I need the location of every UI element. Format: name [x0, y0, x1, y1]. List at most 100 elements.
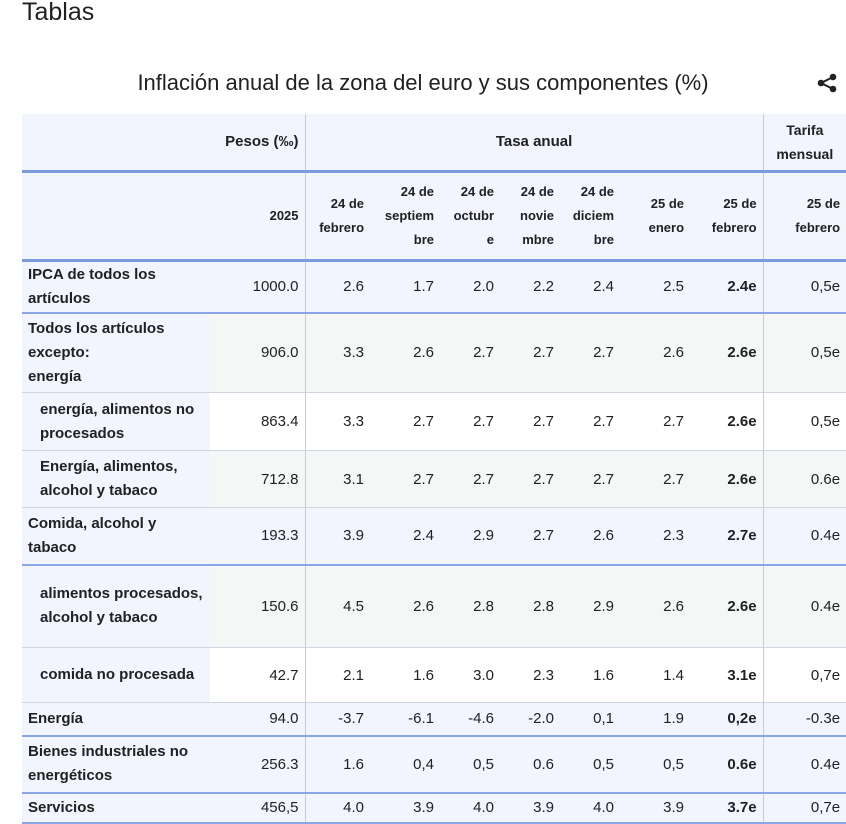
table-title: Inflación anual de la zona del euro y su…	[137, 70, 709, 95]
value-cell: 0,7e	[762, 792, 846, 823]
pesos-header: Pesos (‰)	[22, 114, 306, 172]
section-heading: Tablas	[22, 0, 95, 26]
value-cell: 2.7	[370, 392, 441, 451]
value-cell: 1000.0	[210, 260, 306, 313]
value-cell: 0,5e	[762, 312, 846, 393]
value-cell: 863.4	[210, 392, 306, 451]
value-cell: 0,5e	[762, 260, 846, 313]
value-cell: 0,2e	[690, 702, 764, 736]
table-row: Energía 94.0 -3.7 -6.1 -4.6 -2.0 0,1 1.9 0,2e -0.…	[22, 702, 846, 736]
value-cell: 2.3	[500, 647, 561, 703]
value-cell: 0,7e	[762, 647, 846, 703]
value-cell: 906.0	[210, 312, 306, 393]
value-cell: 0.4e	[762, 735, 846, 793]
value-cell: 1.4	[620, 647, 691, 703]
value-cell: 2.6e	[690, 450, 764, 508]
table-row: Servicios 456,5 4.0 3.9 4.0 3.9 4.0 3.9 3.7e 0,7e	[22, 792, 846, 823]
value-cell: 4.5	[304, 564, 371, 648]
value-cell: 1.6	[304, 735, 371, 793]
value-cell: 0,5	[620, 735, 691, 793]
value-cell: 2.7	[620, 450, 691, 508]
value-cell: 4.0	[560, 792, 621, 823]
value-cell: 0,5	[440, 735, 501, 793]
value-cell: 0,1	[560, 702, 621, 736]
value-cell: -2.0	[500, 702, 561, 736]
value-cell: 3.3	[304, 312, 371, 393]
value-cell: 2.8	[500, 564, 561, 648]
value-cell: -3.7	[304, 702, 371, 736]
value-cell: 2.6	[304, 260, 371, 313]
value-cell: -6.1	[370, 702, 441, 736]
value-cell: 193.3	[210, 507, 306, 565]
column-header: 25 de febrero	[762, 171, 846, 261]
value-cell: 2.6	[620, 312, 691, 393]
value-cell: 2.6	[370, 312, 441, 393]
share-icon[interactable]	[816, 72, 838, 94]
value-cell: -0.3e	[762, 702, 846, 736]
table-row: energía, alimentos no procesados 863.4 3.3…	[22, 392, 846, 451]
row-label: Bienes industriales no energéticos	[22, 735, 210, 793]
value-cell: 2.7	[560, 450, 621, 508]
row-label: Todos los artículos excepto: energía	[22, 312, 210, 393]
table-row: Bienes industriales no energéticos 256.3 1…	[22, 735, 846, 793]
value-cell: 2.6	[370, 564, 441, 648]
table-row: comida no procesada 42.7 2.1 1.6 3.0 2.3 1.6 1.…	[22, 647, 846, 703]
table-row: IPCA de todos los artículos 1000.0 2.6 1.7 2…	[22, 260, 846, 313]
table-row: Comida, alcohol y tabaco 193.3 3.9 2.4 2.9 2.…	[22, 507, 846, 565]
value-cell: 150.6	[210, 564, 306, 648]
row-label: IPCA de todos los artículos	[22, 260, 210, 313]
table-row: Todos los artículos excepto: energía 906.…	[22, 312, 846, 393]
value-cell: 2.9	[560, 564, 621, 648]
inflation-table: Pesos (‰) Tasa anual Tarifa mensual 2025…	[22, 114, 846, 824]
value-cell: 2.4e	[690, 260, 764, 313]
value-cell: 2.6	[560, 507, 621, 565]
value-cell: 0.4e	[762, 564, 846, 648]
value-cell: 3.7e	[690, 792, 764, 823]
column-header: 24 de septiem bre	[370, 171, 441, 261]
column-header: 24 de diciem bre	[560, 171, 621, 261]
row-label: Energía, alimentos, alcohol y tabaco	[22, 450, 210, 508]
value-cell: 2.8	[440, 564, 501, 648]
value-cell: 2.7	[500, 312, 561, 393]
value-cell: 2.7	[440, 450, 501, 508]
value-cell: 456,5	[210, 792, 306, 823]
value-cell: 2.9	[440, 507, 501, 565]
value-cell: 2.7	[620, 392, 691, 451]
value-cell: 3.1e	[690, 647, 764, 703]
value-cell: 2.7	[500, 450, 561, 508]
value-cell: 0.6	[500, 735, 561, 793]
value-cell: 2.7	[560, 312, 621, 393]
value-cell: -4.6	[440, 702, 501, 736]
value-cell: 2.7	[440, 392, 501, 451]
value-cell: 256.3	[210, 735, 306, 793]
value-cell: 2.6e	[690, 392, 764, 451]
value-cell: 3.3	[304, 392, 371, 451]
value-cell: 0.6e	[762, 450, 846, 508]
value-cell: 2.1	[304, 647, 371, 703]
value-cell: 3.9	[620, 792, 691, 823]
value-cell: 2.3	[620, 507, 691, 565]
value-cell: 0.6e	[690, 735, 764, 793]
value-cell: 42.7	[210, 647, 306, 703]
value-cell: 1.7	[370, 260, 441, 313]
value-cell: 4.0	[440, 792, 501, 823]
row-label: Energía	[22, 702, 210, 736]
column-header: 25 de febrero	[690, 171, 764, 261]
value-cell: 0,4	[370, 735, 441, 793]
table-row: Energía, alimentos, alcohol y tabaco 712.…	[22, 450, 846, 508]
value-cell: 2.5	[620, 260, 691, 313]
column-header: 2025	[210, 171, 306, 261]
value-cell: 3.0	[440, 647, 501, 703]
value-cell: 0,5	[560, 735, 621, 793]
row-label: alimentos procesados, alcohol y tabaco	[22, 564, 210, 648]
value-cell: 1.9	[620, 702, 691, 736]
value-cell: 1.6	[560, 647, 621, 703]
table-row: alimentos procesados, alcohol y tabaco 15…	[22, 564, 846, 648]
value-cell: 1.6	[370, 647, 441, 703]
value-cell: 2.7e	[690, 507, 764, 565]
column-header: 25 de enero	[620, 171, 691, 261]
value-cell: 2.4	[560, 260, 621, 313]
column-header: 24 de novie mbre	[500, 171, 561, 261]
value-cell: 2.6	[620, 564, 691, 648]
row-label: Servicios	[22, 792, 210, 823]
